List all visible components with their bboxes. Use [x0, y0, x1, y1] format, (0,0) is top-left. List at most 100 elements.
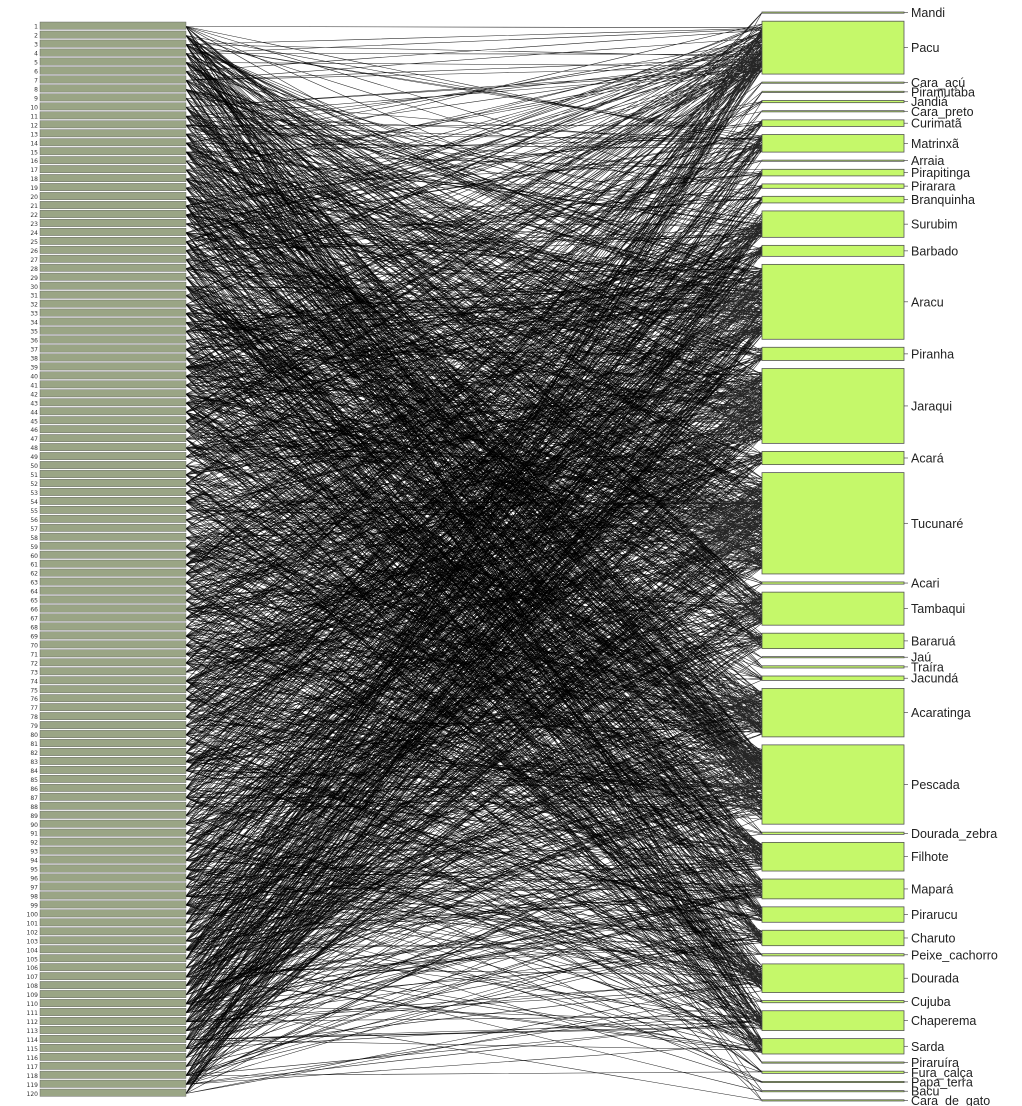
lower-node-block	[39, 775, 187, 783]
lower-node-block	[39, 945, 187, 954]
lower-node-label: 35	[30, 329, 38, 336]
lower-node-label: 34	[30, 320, 38, 327]
higher-node-label: Bacu	[911, 1085, 940, 1099]
lower-node-block	[39, 353, 187, 362]
lower-node-block	[39, 649, 187, 658]
lower-node-block	[39, 721, 187, 729]
higher-node-label: Acari	[911, 577, 939, 591]
lower-node-block	[39, 201, 187, 209]
lower-node-block	[39, 640, 187, 649]
higher-node-block	[761, 244, 905, 257]
lower-node-label: 110	[27, 1001, 39, 1008]
higher-node-block	[761, 963, 905, 993]
lower-node-block	[39, 514, 187, 523]
lower-node-block	[39, 936, 187, 945]
links-to-dourada	[185, 35, 763, 1094]
higher-node-label: Pacu	[911, 41, 940, 55]
lower-node-label: 49	[30, 454, 38, 461]
higher-node-label: Cujuba	[911, 995, 951, 1009]
lower-node-block	[39, 138, 187, 147]
higher-node-label: Dourada_zebra	[911, 827, 997, 841]
higher-node-label: Tucunaré	[911, 517, 963, 531]
lower-node-block	[39, 604, 187, 613]
higher-node-block	[761, 346, 905, 361]
lower-node-label: 23	[30, 221, 38, 228]
lower-node-label: 66	[30, 607, 38, 614]
lower-node-block	[39, 703, 187, 712]
lower-node-block	[39, 613, 187, 622]
lower-node-block	[39, 210, 187, 218]
lower-node-block	[39, 864, 187, 873]
lower-node-label: 7	[34, 78, 38, 85]
lower-node-block	[39, 990, 187, 998]
lower-node-block	[39, 102, 187, 111]
higher-node-block	[761, 263, 905, 340]
higher-node-label: Pirarara	[911, 180, 956, 194]
lower-node-block	[39, 981, 187, 989]
higher-node-block	[761, 450, 905, 466]
higher-node-block	[761, 929, 905, 947]
lower-node-block	[39, 317, 187, 326]
higher-node-block	[761, 841, 905, 872]
higher-node-label: Aracu	[911, 295, 944, 309]
higher-node-label: Sarda	[911, 1040, 944, 1054]
lower-node-label: 9	[34, 95, 38, 102]
lower-node-block	[39, 66, 187, 75]
lower-node-label: 62	[30, 571, 38, 578]
lower-node-block	[39, 371, 187, 380]
lower-node-block	[39, 183, 187, 191]
higher-node-block	[761, 195, 905, 204]
lower-node-label: 86	[30, 786, 38, 793]
higher-node-label: Curimatã	[911, 117, 962, 131]
lower-node-label: 91	[30, 831, 38, 838]
lower-node-block	[39, 1043, 187, 1052]
lower-node-label: 52	[30, 481, 38, 488]
lower-node-block	[39, 111, 187, 120]
lower-node-label: 40	[30, 373, 38, 380]
lower-node-block	[39, 667, 187, 676]
lower-node-block	[39, 272, 187, 281]
lower-node-label: 64	[30, 589, 38, 596]
lower-node-label: 47	[30, 436, 38, 443]
higher-node-label: Matrinxã	[911, 137, 959, 151]
lower-node-label: 76	[30, 696, 38, 703]
higher-node-block	[761, 168, 905, 177]
higher-node-label: Cara_preto	[911, 105, 974, 119]
lower-node-block	[39, 479, 187, 487]
lower-node-block	[39, 48, 187, 57]
higher-node-label: Jaú	[911, 651, 931, 665]
lower-node-block	[39, 999, 187, 1007]
lower-node-block	[39, 30, 187, 39]
higher-level-column	[761, 11, 905, 1102]
higher-node-label: Jaraqui	[911, 399, 952, 413]
lower-node-label: 95	[30, 867, 38, 874]
lower-node-block	[39, 748, 187, 756]
higher-node-block	[761, 90, 905, 93]
higher-node-block	[761, 581, 905, 585]
links-to-fura-cal-a	[185, 519, 763, 1076]
lower-node-label: 89	[30, 813, 38, 820]
lower-node-block	[39, 443, 187, 451]
lower-node-label: 79	[30, 723, 38, 730]
lower-node-label: 6	[34, 69, 38, 76]
lower-node-label: 74	[30, 678, 38, 685]
lower-node-label: 19	[30, 185, 38, 192]
lower-node-label: 83	[30, 759, 38, 766]
lower-node-block	[39, 810, 187, 819]
lower-node-label: 112	[27, 1019, 39, 1026]
lower-node-block	[39, 93, 187, 102]
higher-node-block	[761, 119, 905, 127]
lower-node-block	[39, 165, 187, 174]
lower-node-block	[39, 855, 187, 864]
lower-node-label: 26	[30, 248, 38, 255]
lower-node-block	[39, 461, 187, 469]
lower-node-block	[39, 174, 187, 182]
higher-node-label: Jandiá	[911, 95, 948, 109]
lower-node-label: 59	[30, 544, 38, 551]
lower-node-label: 38	[30, 355, 38, 362]
lower-node-block	[39, 622, 187, 631]
lower-node-block	[39, 550, 187, 559]
lower-node-label: 90	[30, 822, 38, 829]
lower-node-block	[39, 801, 187, 810]
